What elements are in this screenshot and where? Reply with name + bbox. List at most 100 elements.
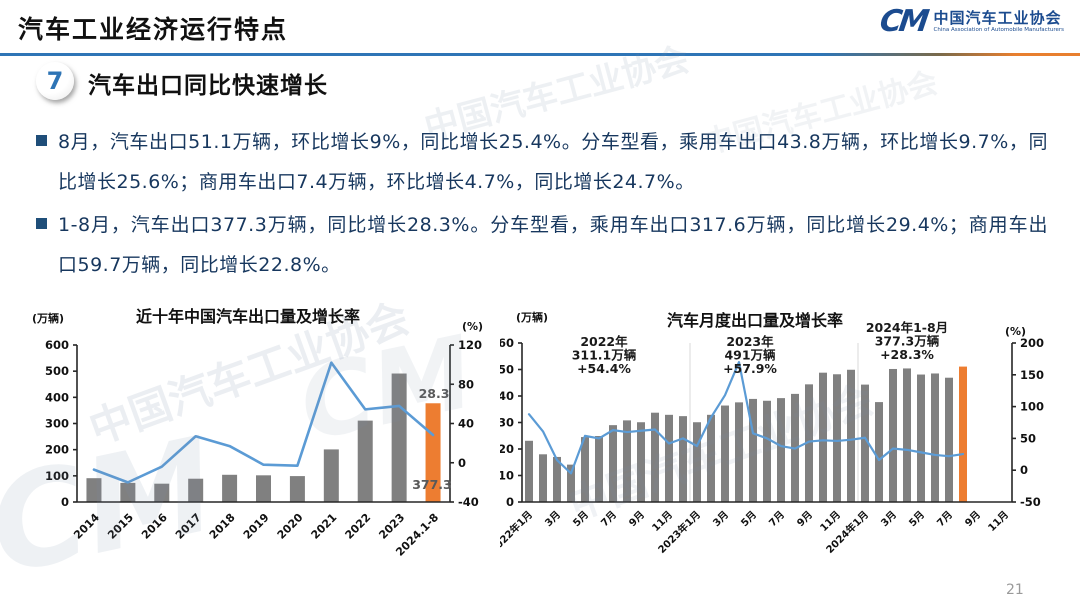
caam-logo: CM 中国汽车工业协会 China Association of Automob…	[877, 4, 1064, 39]
svg-text:7月: 7月	[599, 509, 619, 529]
axes	[518, 342, 1016, 503]
bar	[567, 464, 575, 502]
x-axis-labels: 2014 2015 2016 2017 2018 2019 2020 2021 2022 2023…	[71, 511, 441, 559]
svg-text:9月: 9月	[963, 509, 983, 529]
svg-text:2015: 2015	[105, 511, 136, 542]
svg-text:2019: 2019	[241, 511, 272, 542]
bullet-marker-icon	[36, 135, 47, 146]
bar	[256, 475, 271, 502]
bar	[945, 377, 953, 502]
svg-text:377.3: 377.3	[412, 477, 452, 492]
svg-text:2023: 2023	[376, 511, 407, 542]
page-number: 21	[1006, 582, 1024, 598]
svg-text:120: 120	[458, 338, 482, 352]
left-axis-labels: 60 50 40 30 20 10 0	[500, 336, 514, 509]
growth-line	[92, 361, 435, 484]
svg-text:100: 100	[45, 469, 69, 483]
svg-text:5月: 5月	[907, 509, 927, 529]
bullet-text-august: 8月，汽车出口51.1万辆，环比增长9%，同比增长25.4%。分车型看，乘用车出…	[58, 131, 1048, 193]
svg-text:600: 600	[45, 338, 69, 352]
bar	[665, 414, 673, 502]
page-title: 汽车工业经济运行特点	[18, 15, 289, 44]
bar	[749, 398, 757, 502]
svg-text:50: 50	[1020, 431, 1036, 445]
chart-title: 近十年中国汽车出口量及增长率	[136, 307, 360, 326]
bar	[777, 398, 785, 502]
svg-text:2014: 2014	[71, 511, 102, 542]
axes	[73, 344, 454, 503]
bar	[539, 454, 547, 502]
bar	[553, 456, 561, 502]
svg-text:3月: 3月	[543, 509, 563, 529]
svg-text:28.3: 28.3	[419, 386, 450, 401]
bar	[735, 402, 743, 502]
bar	[637, 422, 645, 502]
svg-text:0: 0	[506, 495, 514, 509]
bar	[819, 372, 827, 502]
bar	[86, 478, 102, 502]
right-axis-labels: 200 150 100 50 0 -50	[1020, 336, 1044, 509]
bars	[525, 366, 967, 502]
bars	[86, 373, 441, 502]
svg-text:2022年1月: 2022年1月	[500, 508, 535, 556]
svg-text:20: 20	[500, 442, 514, 456]
bar	[679, 416, 687, 502]
bar	[289, 476, 305, 502]
svg-text:2016: 2016	[139, 511, 170, 542]
caam-org-name-en: China Association of Automobile Manufact…	[933, 27, 1064, 34]
bar	[222, 474, 238, 502]
svg-text:2022: 2022	[343, 511, 374, 542]
svg-text:30: 30	[500, 416, 514, 430]
svg-text:2018: 2018	[207, 511, 238, 542]
bar	[651, 412, 659, 502]
annotation-block: 2024年1-8月 377.3万辆+28.3%	[866, 320, 948, 362]
bar	[931, 373, 939, 502]
left-axis-unit: (万辆)	[32, 311, 64, 325]
svg-text:40: 40	[458, 417, 474, 431]
bar	[875, 402, 883, 502]
bar	[525, 440, 533, 502]
svg-text:3月: 3月	[879, 509, 899, 529]
year-gridlines	[689, 343, 859, 502]
bar-highlight	[425, 403, 441, 502]
svg-text:11月: 11月	[650, 509, 675, 534]
bullet-item-august: 8月，汽车出口51.1万辆，环比增长9%，同比增长25.4%。分车型看，乘用车出…	[36, 122, 1048, 202]
bar	[391, 373, 407, 502]
svg-text:3月: 3月	[711, 509, 731, 529]
bar	[707, 414, 715, 502]
svg-text:200: 200	[1020, 336, 1044, 350]
growth-line	[527, 360, 965, 475]
svg-text:11月: 11月	[986, 509, 1011, 534]
bullet-item-jan-aug: 1-8月，汽车出口377.3万辆，同比增长28.3%。分车型看，乘用车出口317…	[36, 205, 1048, 285]
svg-text:2021: 2021	[309, 511, 340, 542]
svg-text:0: 0	[1020, 463, 1028, 477]
svg-text:100: 100	[1020, 400, 1044, 414]
bar	[323, 449, 339, 502]
svg-text:500: 500	[45, 364, 69, 378]
svg-text:-50: -50	[1020, 495, 1041, 509]
bar	[693, 422, 701, 502]
svg-text:200: 200	[45, 443, 69, 457]
chart-monthly-exports: 汽车月度出口量及增长率(万辆)(%)6050403020100200150100…	[500, 310, 1044, 556]
svg-text:60: 60	[500, 336, 514, 350]
svg-text:7月: 7月	[935, 509, 955, 529]
svg-text:300: 300	[45, 417, 69, 431]
section-number-badge: 7	[36, 62, 74, 100]
caam-org-name-cn: 中国汽车工业协会	[933, 9, 1062, 28]
section-title: 汽车出口同比快速增长	[88, 73, 328, 99]
svg-text:7月: 7月	[767, 509, 787, 529]
svg-text:2017: 2017	[173, 511, 204, 542]
svg-text:0: 0	[61, 495, 69, 509]
bar	[917, 374, 925, 502]
annotations: 2022年 311.1万辆+54.4% 2023年 491万辆+57.9% 2024年1…	[572, 320, 948, 376]
right-axis-labels: 120 80 40 0 -40	[458, 338, 482, 509]
bar	[357, 420, 373, 502]
right-axis-unit: (%)	[1005, 325, 1026, 338]
annotation-block: 2023年 491万辆+57.9%	[723, 334, 777, 376]
bar	[903, 368, 911, 502]
svg-text:9月: 9月	[795, 509, 815, 529]
bar	[805, 384, 813, 502]
svg-text:10: 10	[500, 469, 514, 483]
bullet-list: 8月，汽车出口51.1万辆，环比增长9%，同比增长25.4%。分车型看，乘用车出…	[36, 122, 1048, 288]
